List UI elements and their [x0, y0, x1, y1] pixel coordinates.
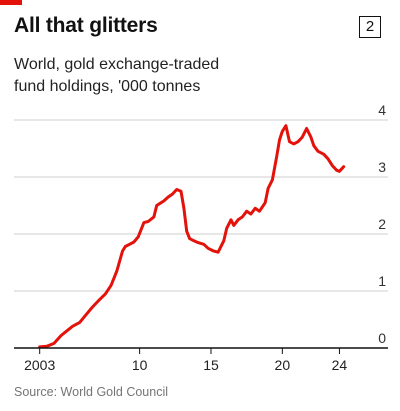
y-tick-label: 0	[378, 330, 386, 346]
series-line-gold-etf-holdings	[38, 124, 346, 349]
x-tick-label: 10	[132, 357, 148, 373]
y-tick-label: 2	[378, 216, 386, 232]
subtitle-line-1: World, gold exchange-traded	[14, 56, 220, 73]
subtitle-line-2: fund holdings, '000 tonnes	[14, 78, 201, 95]
chart-title: All that glitters	[14, 14, 158, 37]
x-tick-label: 24	[332, 357, 348, 373]
brand-red-tag	[0, 0, 22, 5]
y-tick-label: 1	[378, 273, 386, 289]
x-tick-label: 15	[203, 357, 219, 373]
y-tick-label: 4	[378, 102, 386, 118]
source-note: Source: World Gold Council	[14, 385, 169, 399]
y-tick-label: 3	[378, 159, 386, 175]
figure-number-badge: 2	[359, 16, 381, 38]
x-tick-label: 2003	[24, 357, 55, 373]
chart-subtitle: World, gold exchange-traded fund holding…	[14, 54, 374, 98]
x-tick-label: 20	[275, 357, 291, 373]
